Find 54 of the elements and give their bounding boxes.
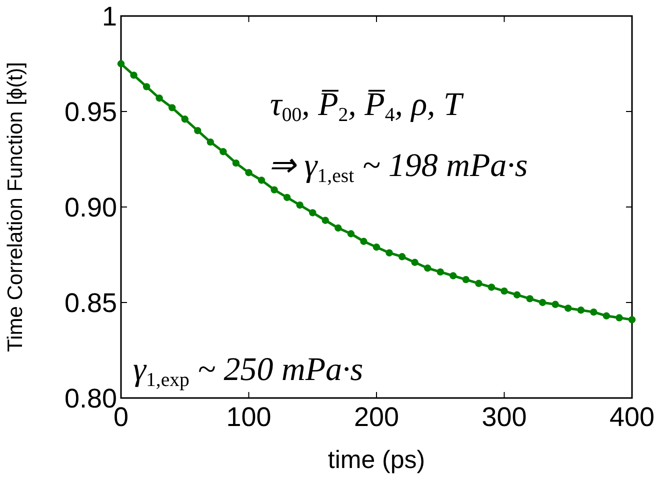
annotation: γ$_{1,exp}$ ~ 250 mPa·s xyxy=(133,352,364,391)
point xyxy=(398,253,406,260)
y-axis-title: Time Correlation Function [ϕ(t)] xyxy=(4,62,27,352)
x-tick-label: 400 xyxy=(609,402,655,432)
point xyxy=(347,230,355,238)
point xyxy=(206,138,214,146)
y-tick-label: 0.95 xyxy=(64,96,117,127)
point xyxy=(220,148,227,156)
point xyxy=(500,287,508,295)
point xyxy=(181,116,188,123)
point xyxy=(130,72,138,79)
point xyxy=(475,280,482,287)
point xyxy=(616,314,623,322)
point xyxy=(360,238,368,245)
point xyxy=(334,224,342,232)
point xyxy=(168,104,176,112)
point xyxy=(245,169,252,176)
point xyxy=(411,258,418,266)
point xyxy=(424,264,432,272)
point xyxy=(462,276,470,284)
point xyxy=(194,127,202,134)
point xyxy=(513,291,521,298)
point xyxy=(628,316,636,324)
point xyxy=(270,186,278,194)
point xyxy=(488,284,496,291)
x-tick-label: 200 xyxy=(354,402,400,432)
point xyxy=(590,308,598,316)
point xyxy=(232,159,240,167)
y-tick-label: 0.85 xyxy=(64,288,117,318)
point xyxy=(436,268,444,276)
point xyxy=(322,216,329,224)
x-tick-label: 300 xyxy=(482,402,527,432)
x-axis-title: time (ps) xyxy=(328,446,426,474)
y-tick-label: 0.90 xyxy=(64,192,117,222)
point xyxy=(372,244,380,251)
point xyxy=(564,304,572,312)
point xyxy=(538,298,546,306)
point xyxy=(386,249,393,256)
point xyxy=(526,295,534,302)
point xyxy=(156,94,163,102)
point xyxy=(117,60,125,68)
point xyxy=(552,300,559,308)
point xyxy=(296,201,304,209)
x-tick-label: 100 xyxy=(226,402,272,432)
annotation: ⇒ γ$_{1,est}$ ~ 198 mPa·s xyxy=(268,148,528,187)
point xyxy=(309,209,316,216)
point xyxy=(577,306,584,314)
point xyxy=(450,272,457,280)
point xyxy=(142,83,150,90)
point xyxy=(283,194,291,202)
point xyxy=(258,176,266,184)
y-tick-label: 1 xyxy=(102,1,117,32)
annotation: τ$_{00}$, P̅$_{2}$, P̅$_{4}$, ρ, T xyxy=(270,87,465,126)
point xyxy=(602,312,610,320)
